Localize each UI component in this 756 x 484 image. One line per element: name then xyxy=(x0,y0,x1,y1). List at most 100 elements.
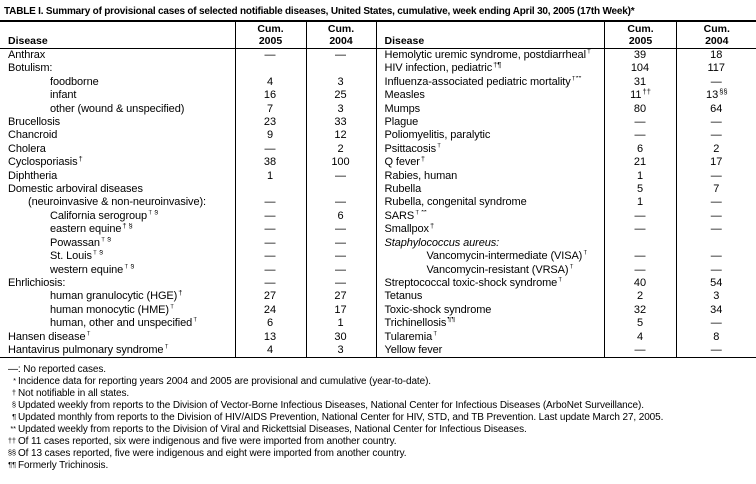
cum-2004-value: — xyxy=(710,116,722,129)
cum-2004-value: 17 xyxy=(334,303,347,316)
cum-2004-cell xyxy=(677,237,756,250)
cum-2004-value: — xyxy=(335,223,346,236)
disease-name: human granulocytic (HGE) xyxy=(50,290,178,303)
disease-name: western equine xyxy=(50,263,124,276)
disease-cell: Influenza-associated pediatric mortality… xyxy=(376,75,605,90)
cum-2005-cell: — xyxy=(235,223,307,237)
table-row: Q fever† 21 17 xyxy=(376,156,756,170)
cum-2005-cell: — xyxy=(604,250,677,264)
header-row: Disease Cum. 2005 Cum. 2004 xyxy=(376,22,756,49)
cum-2004-cell: 3 xyxy=(306,75,377,90)
cum-2004-value: 100 xyxy=(331,156,350,169)
disease-name: Botulism: xyxy=(8,62,53,75)
disease-cell: Rubella xyxy=(376,183,605,197)
cum-2004-value: 7 xyxy=(713,183,720,196)
disease-cell: Streptococcal toxic-shock syndrome† xyxy=(376,276,605,291)
disease-cell: Domestic arboviral diseases xyxy=(0,183,236,197)
cum-2004-value: — xyxy=(710,196,722,209)
cum-2005-cell: 39 xyxy=(604,48,677,63)
cum-label: Cum. xyxy=(257,23,284,35)
disease-name: Mumps xyxy=(384,102,421,115)
cum-2004-cell xyxy=(306,183,377,197)
disease-cell: Cholera xyxy=(0,142,236,157)
cum-2005-value: 2 xyxy=(636,290,644,303)
disease-cell: HIV infection, pediatric†¶ xyxy=(376,62,605,76)
cum-2005-value: 11 xyxy=(630,89,642,102)
table-row: Measles 11†† 13§§ xyxy=(376,87,756,103)
cum-2005-value: 5 xyxy=(636,183,644,196)
table-row: Rubella, congenital syndrome 1 — xyxy=(376,196,756,210)
footnote-symbol: † xyxy=(86,330,91,337)
table-row: foodborne 4 3 xyxy=(0,75,377,90)
right-table: Disease Cum. 2005 Cum. 2004 Hemolytic urem… xyxy=(376,22,756,358)
disease-name: Rabies, human xyxy=(384,169,458,182)
cum-2004-value: — xyxy=(710,169,722,182)
cum-2005-value: — xyxy=(264,223,276,236)
cum-2005-value: 21 xyxy=(633,156,647,169)
disease-cell: Hansen disease† xyxy=(0,330,236,344)
cum-2004-cell: 2 xyxy=(677,143,756,156)
cum-2005-column-header: Cum. 2005 xyxy=(235,22,307,49)
cum-2005-value: — xyxy=(264,49,276,61)
table-container: Disease Cum. 2005 Cum. 2004 Anthrax — — Bo… xyxy=(0,20,756,359)
disease-name: St. Louis xyxy=(50,250,92,263)
disease-cell: Tetanus xyxy=(376,290,605,304)
disease-name: Staphylococcus aureus: xyxy=(384,236,500,249)
disease-cell: Powassan† § xyxy=(0,236,236,251)
footnote-marker: ** xyxy=(10,424,16,434)
cum-2004-cell: — xyxy=(677,116,756,129)
cum-2005-cell xyxy=(235,62,307,76)
cum-2005-cell: — xyxy=(235,236,307,251)
cum-2005-column-header: Cum. 2005 xyxy=(604,22,677,49)
disease-name: HIV infection, pediatric xyxy=(384,62,493,75)
cum-2004-cell: — xyxy=(306,276,377,291)
cum-2005-value: 32 xyxy=(633,303,647,316)
disease-cell: Smallpox† xyxy=(376,223,605,237)
disease-name: Powassan xyxy=(50,236,100,249)
cum-2004-cell: 117 xyxy=(677,62,756,75)
disease-cell: Trichinellosis¶¶ xyxy=(376,317,605,331)
cum-2004-value: — xyxy=(710,263,722,276)
table-row: Hemolytic uremic syndrome, postdiarrheal… xyxy=(376,48,756,63)
cum-2005-value: 9 xyxy=(266,129,274,142)
footnote-marker: ¶ xyxy=(12,412,16,422)
footnote-symbol: †¶ xyxy=(493,62,502,69)
table-row: Rabies, human 1 — xyxy=(376,169,756,184)
disease-name: other (wound & unspecified) xyxy=(50,102,185,115)
cum-2005-cell: 104 xyxy=(604,62,677,76)
disease-name: Vancomycin-resistant (VRSA) xyxy=(426,263,569,276)
footnote-symbol: † xyxy=(164,343,169,351)
cum-2005-value: 4 xyxy=(266,343,274,356)
cum-2004-cell: 30 xyxy=(306,330,377,344)
cum-2004-cell: 100 xyxy=(306,156,377,170)
cum-label: Cum. xyxy=(327,23,355,35)
table-row: Psittacosis† 6 2 xyxy=(376,142,756,157)
table-row: Poliomyelitis, paralytic — — xyxy=(376,129,756,143)
footnote-symbol: † § xyxy=(122,223,133,230)
cum-2004-cell: — xyxy=(677,223,756,236)
disease-name: human, other and unspecified xyxy=(50,317,193,330)
disease-name: Q fever xyxy=(384,156,420,169)
cum-2005-value: — xyxy=(634,209,646,222)
cum-2004-value: 54 xyxy=(710,276,723,289)
cum-2004-value: — xyxy=(335,276,346,289)
disease-cell: (neuroinvasive & non-neuroinvasive): xyxy=(0,196,236,210)
disease-cell: Diphtheria xyxy=(0,169,236,184)
table-row: Powassan† § — — xyxy=(0,236,377,251)
table-row: Toxic-shock syndrome 32 34 xyxy=(376,303,756,318)
right-table-body: Hemolytic uremic syndrome, postdiarrheal… xyxy=(376,48,756,358)
cum-2005-value: 16 xyxy=(263,89,277,102)
disease-name: Psittacosis xyxy=(384,142,437,155)
cum-2004-cell: — xyxy=(306,236,377,251)
cum-2004-cell: 13§§ xyxy=(677,87,756,102)
cum-2005-cell: 6 xyxy=(604,142,677,157)
table-row: Tularemia† 4 8 xyxy=(376,330,756,344)
cum-2005-cell: 6 xyxy=(235,317,307,331)
disease-name: Chancroid xyxy=(8,129,58,142)
cum-2005-cell: — xyxy=(235,263,307,277)
disease-name: Cyclosporiasis xyxy=(8,156,78,169)
cum-2005-value: 4 xyxy=(266,75,274,88)
table-row: Staphylococcus aureus: xyxy=(376,236,756,251)
cum-2004-cell: — xyxy=(306,223,377,237)
